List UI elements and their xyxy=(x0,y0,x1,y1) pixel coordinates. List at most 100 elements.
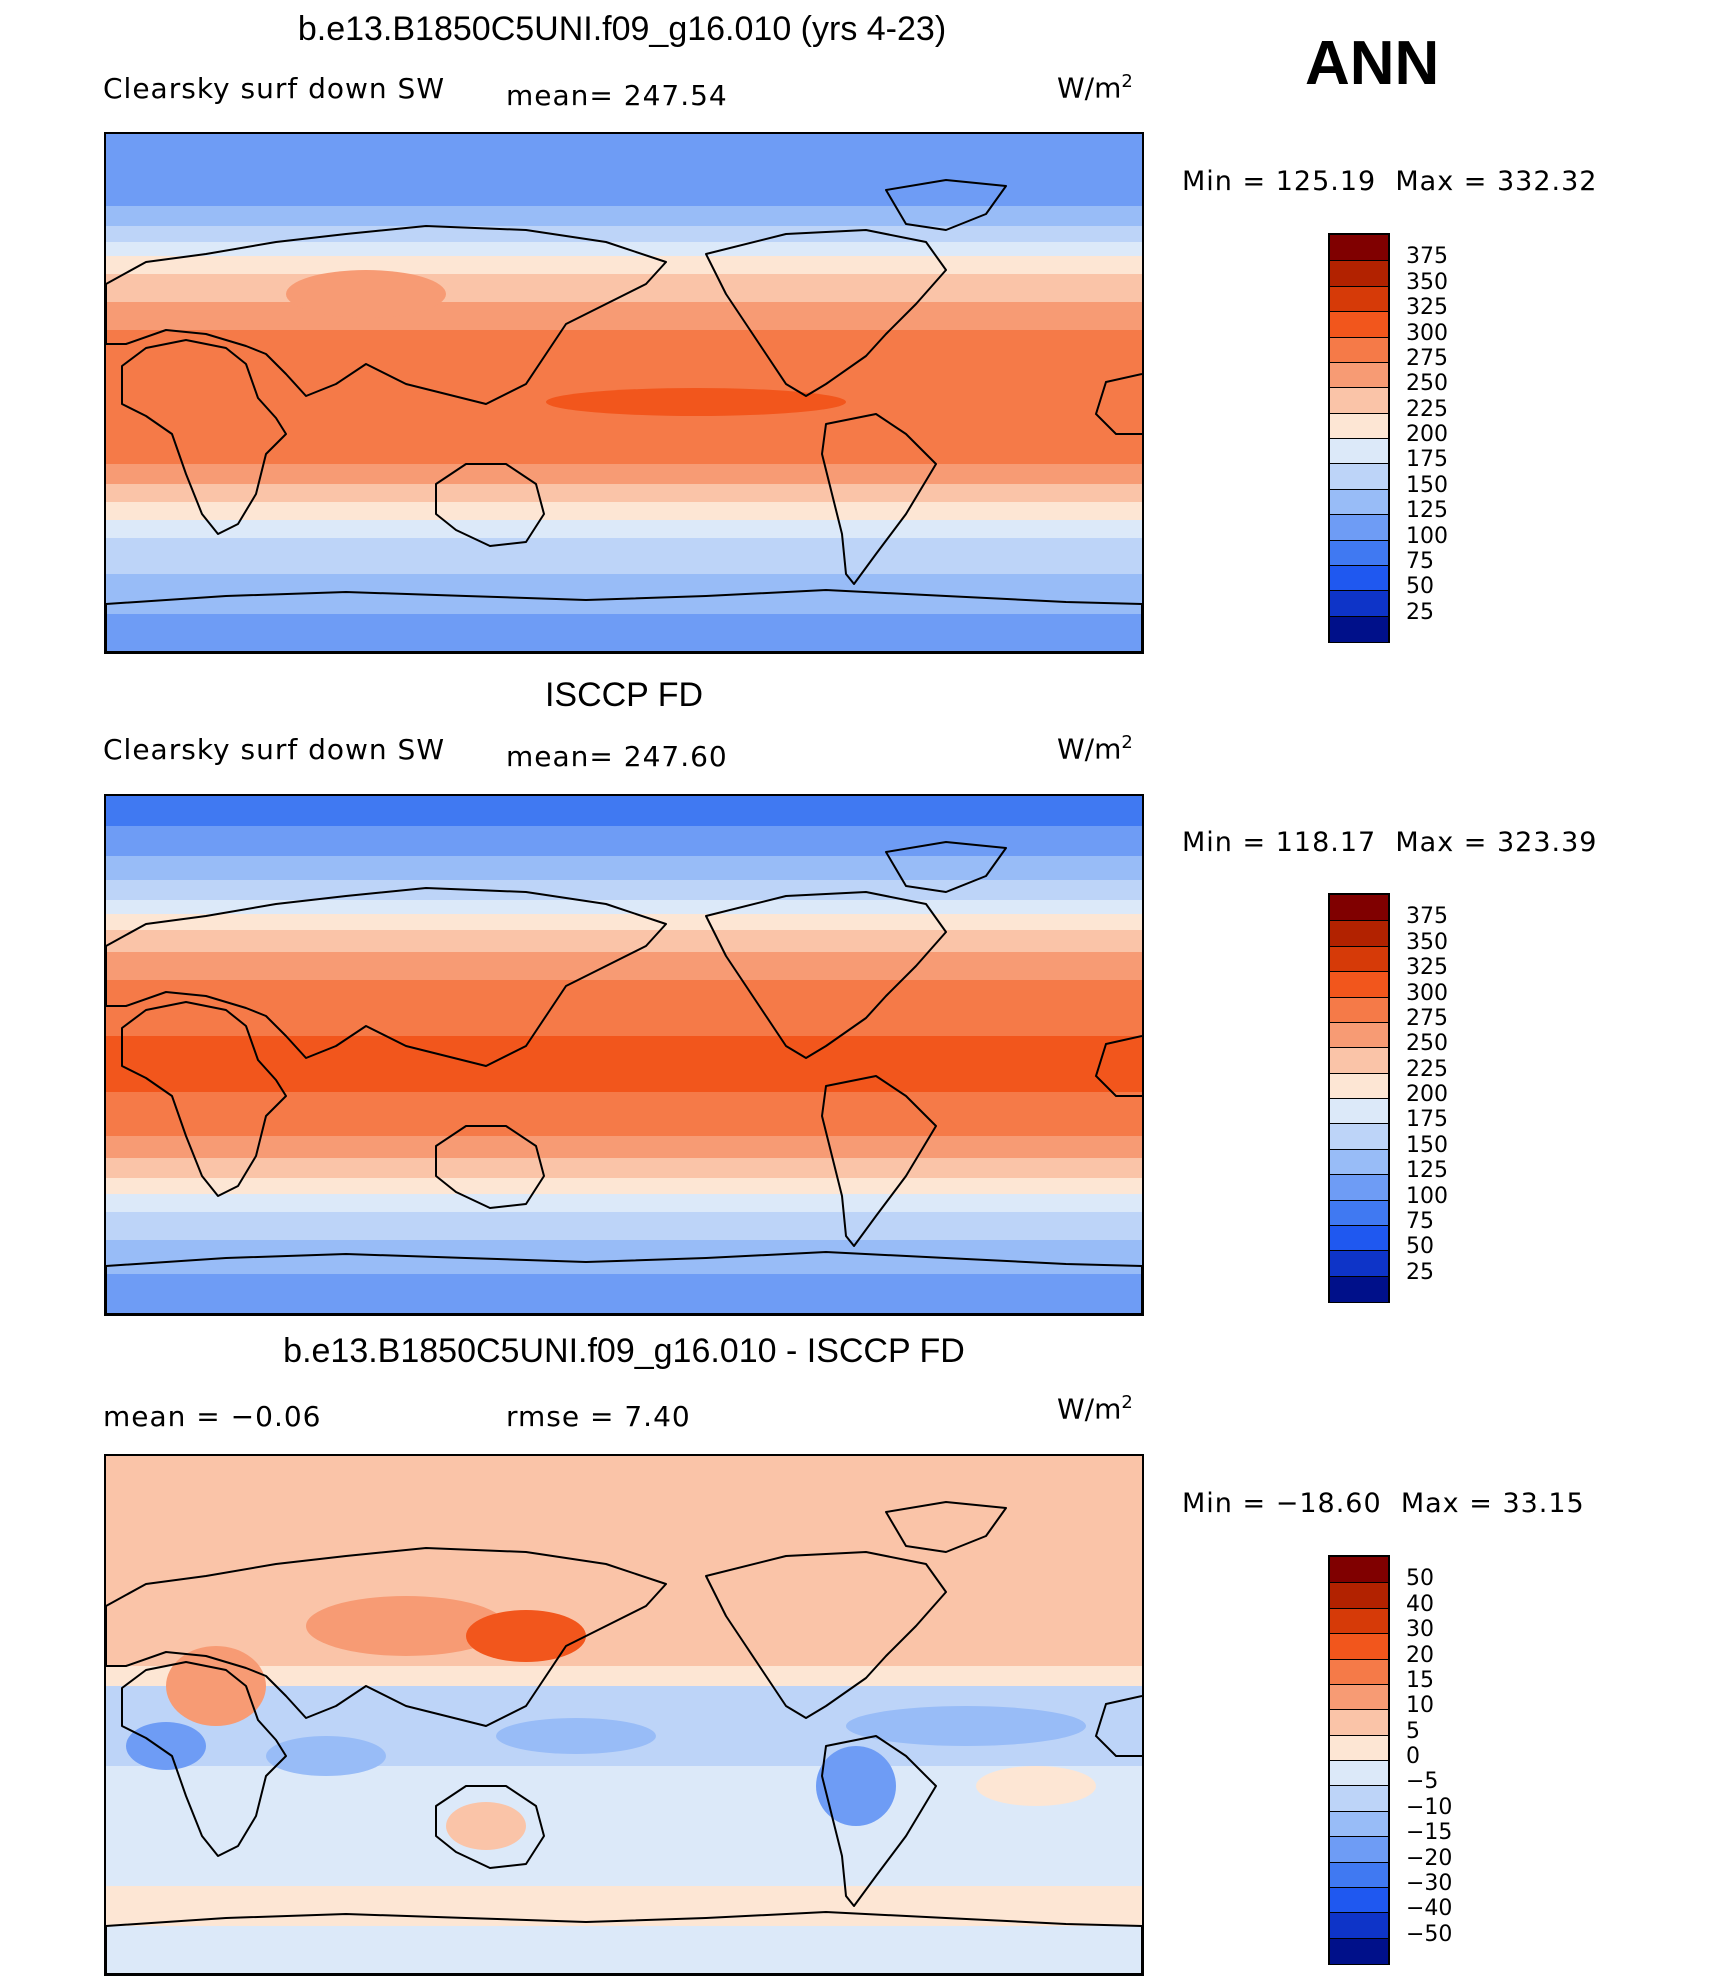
colorbar-tick-label: 50 xyxy=(1406,1566,1434,1592)
colorbar-swatch xyxy=(1330,996,1388,1023)
contour-band xyxy=(106,1178,1142,1194)
contour-band xyxy=(106,502,1142,520)
coastline-eurasia xyxy=(106,1547,667,1727)
colorbar-tick-label: −15 xyxy=(1406,1820,1453,1846)
colorbar-swatch xyxy=(1330,1098,1388,1125)
colorbar-swatch xyxy=(1330,1633,1388,1660)
colorbar-swatch xyxy=(1330,1734,1388,1761)
contour-band xyxy=(106,1136,1142,1158)
panel-2-max-value: 323.39 xyxy=(1497,827,1598,858)
contour-blob xyxy=(816,1746,896,1826)
contour-blob xyxy=(306,1596,506,1656)
colorbar-tick-label: 75 xyxy=(1406,548,1434,574)
colorbar-tick-label: 50 xyxy=(1406,574,1434,600)
colorbar-tick-label: 200 xyxy=(1406,1082,1448,1107)
coastline-australia xyxy=(435,1125,545,1209)
panel-2-title: ISCCP FD xyxy=(544,676,704,714)
colorbar-tick-label: 375 xyxy=(1406,244,1448,270)
coastline-antarctica xyxy=(106,1251,1142,1314)
colorbar-swatch xyxy=(1330,1199,1388,1226)
coastline-samerica xyxy=(821,413,937,585)
colorbar-tick-label: −10 xyxy=(1406,1794,1453,1820)
contour-band xyxy=(106,1194,1142,1212)
colorbar-tick-label: 40 xyxy=(1406,1591,1434,1617)
colorbar-swatch xyxy=(1330,488,1388,516)
map-field xyxy=(106,796,1142,1314)
coastline-antarctica xyxy=(106,589,1142,652)
colorbar-tick-label: 25 xyxy=(1406,1259,1434,1285)
colorbar-swatch xyxy=(1330,564,1388,592)
contour-blob xyxy=(126,1722,206,1770)
panel-2-units: W/m2 xyxy=(1057,732,1133,766)
colorbar-tick-label: 175 xyxy=(1406,447,1448,473)
contour-band xyxy=(106,206,1142,226)
colorbar-swatch xyxy=(1330,1148,1388,1176)
colorbar-swatch xyxy=(1330,311,1388,338)
colorbar-tick-label: −5 xyxy=(1406,1769,1439,1795)
panel-3-rmse: rmse = 7.40 xyxy=(506,1400,691,1433)
colorbar-tick-label: −30 xyxy=(1406,1870,1453,1896)
colorbar-tick-label: 125 xyxy=(1406,1158,1448,1184)
colorbar-swatch xyxy=(1330,1937,1388,1964)
colorbar-tick-label: −20 xyxy=(1406,1845,1453,1871)
contour-band xyxy=(106,900,1142,914)
colorbar-swatch xyxy=(1330,387,1388,414)
colorbar-swatch xyxy=(1330,945,1388,973)
colorbar-swatch xyxy=(1330,260,1388,287)
panel-1-map xyxy=(104,132,1144,654)
contour-band xyxy=(106,1212,1142,1240)
colorbar-tick-label: 5 xyxy=(1406,1718,1420,1744)
colorbar-tick-label: 0 xyxy=(1406,1744,1420,1769)
colorbar-swatch xyxy=(1330,920,1388,947)
colorbar-swatch xyxy=(1330,514,1388,541)
colorbar-tick-label: 15 xyxy=(1406,1667,1434,1693)
contour-blob xyxy=(446,1802,526,1850)
coastline-greenland xyxy=(885,179,1007,231)
colorbar-swatch xyxy=(1330,1861,1388,1888)
colorbar-tick-label: 20 xyxy=(1406,1642,1434,1668)
contour-band xyxy=(106,1274,1142,1314)
colorbar-tick-label: 10 xyxy=(1406,1693,1434,1719)
colorbar-tick-label: 300 xyxy=(1406,980,1448,1006)
colorbar-swatch xyxy=(1330,1224,1388,1252)
colorbar-swatch xyxy=(1330,361,1388,389)
panel-2-map xyxy=(104,794,1144,1316)
panel-2-min-value: 118.17 xyxy=(1275,827,1377,858)
colorbar-swatch xyxy=(1330,1021,1388,1049)
colorbar-tick-label: 75 xyxy=(1406,1208,1434,1234)
panel-2-colorbar-ticks: 375 350 325 300 275 250 225 200 175 150 125 100 75 50… xyxy=(1406,893,1486,1303)
contour-band xyxy=(106,1666,1142,1686)
coastline-samerica xyxy=(821,1075,937,1247)
panel-3-mean: mean = −0.06 xyxy=(103,1400,322,1433)
coastline-africa-wrap xyxy=(1094,1035,1142,1097)
colorbar-tick-label: 325 xyxy=(1406,295,1448,321)
contour-band xyxy=(106,538,1142,574)
colorbar-tick-label: 175 xyxy=(1406,1107,1448,1133)
colorbar-tick-label: 150 xyxy=(1406,472,1448,498)
panel-1-mean: mean= 247.54 xyxy=(506,79,728,112)
contour-band xyxy=(106,914,1142,930)
colorbar-tick-label: 325 xyxy=(1406,955,1448,981)
panel-2-mean: mean= 247.60 xyxy=(506,740,728,773)
colorbar-swatch xyxy=(1330,1072,1388,1099)
colorbar-tick-label: 225 xyxy=(1406,396,1448,422)
colorbar-swatch xyxy=(1330,1912,1388,1939)
panel-1-min-value: 125.19 xyxy=(1275,166,1377,197)
colorbar-swatch xyxy=(1330,1810,1388,1838)
colorbar-tick-label: 100 xyxy=(1406,1183,1448,1209)
colorbar-tick-label: −40 xyxy=(1406,1896,1453,1922)
coastline-africa xyxy=(121,1661,287,1857)
colorbar-swatch xyxy=(1330,1607,1388,1635)
colorbar-swatch xyxy=(1330,1174,1388,1201)
panel-2-variable: Clearsky surf down SW xyxy=(103,733,446,766)
colorbar-swatch xyxy=(1330,1709,1388,1736)
season-label: ANN xyxy=(1305,29,1440,98)
coastline-africa xyxy=(121,1001,287,1197)
colorbar-tick-label: 30 xyxy=(1406,1617,1434,1643)
map-field xyxy=(106,134,1142,652)
panel-2-colorbar xyxy=(1328,893,1390,1303)
contour-blob xyxy=(546,388,846,416)
contour-band xyxy=(106,614,1142,652)
colorbar-swatch xyxy=(1330,463,1388,490)
colorbar-swatch xyxy=(1330,1047,1388,1074)
